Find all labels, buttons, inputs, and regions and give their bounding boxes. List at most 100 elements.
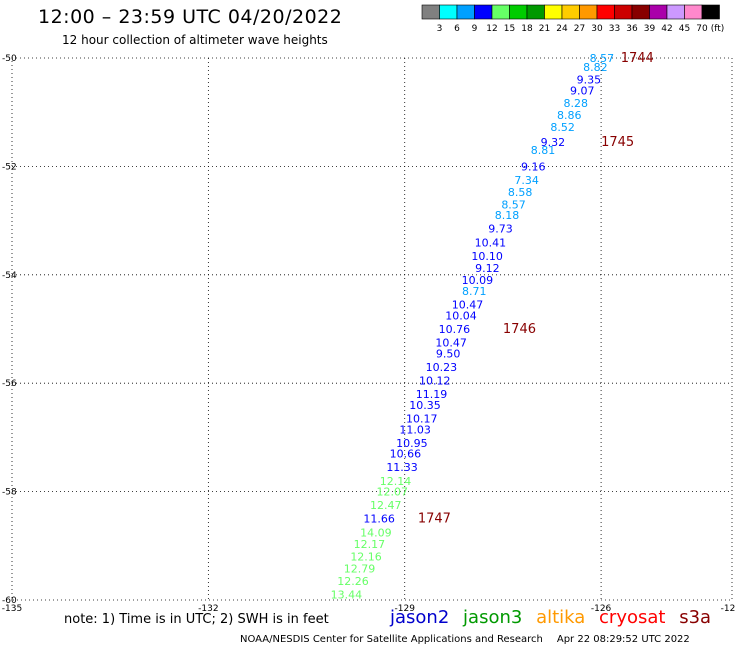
colorbar-swatch bbox=[491, 4, 510, 20]
swh-point: 10.10 bbox=[471, 250, 503, 263]
swh-point: 13.44 bbox=[331, 589, 363, 602]
axis-tick-labels: -135-132-129-126-123-12-50-52-54-56-58-6… bbox=[2, 54, 736, 614]
swh-point: 12.26 bbox=[337, 575, 369, 588]
colorbar-swatch bbox=[439, 4, 458, 20]
legend-cryosat: cryosat bbox=[599, 607, 666, 628]
colorbar-label: 36 bbox=[626, 24, 638, 34]
colorbar-label: 70 bbox=[696, 24, 708, 34]
swh-point: 10.35 bbox=[409, 399, 441, 412]
colorbar-label: 39 bbox=[644, 24, 656, 34]
y-tick-label: -58 bbox=[2, 488, 17, 498]
colorbar-legend: 3 6 9 12 15 18 21 24 27 30 33 36 39 42 45 70 (ft) bbox=[421, 4, 724, 34]
colorbar-swatch bbox=[631, 4, 650, 20]
colorbar-swatch bbox=[456, 4, 475, 20]
x-tick-label: -135 bbox=[2, 604, 22, 614]
time-label: 1744 bbox=[621, 51, 654, 66]
swh-point: 9.35 bbox=[577, 74, 602, 87]
swh-point: 11.03 bbox=[399, 423, 431, 436]
swh-point: 10.17 bbox=[406, 412, 438, 425]
plot-frame bbox=[11, 57, 733, 601]
swh-point: 11.66 bbox=[363, 513, 395, 526]
colorbar-swatch bbox=[509, 4, 528, 20]
x-tick-label: -132 bbox=[198, 604, 218, 614]
colorbar-swatch bbox=[596, 4, 615, 20]
colorbar-label: 27 bbox=[574, 24, 585, 34]
colorbar-label: 15 bbox=[504, 24, 515, 34]
swh-point: 12.16 bbox=[350, 551, 382, 564]
swh-point: 8.82 bbox=[583, 61, 608, 74]
colorbar-swatch bbox=[614, 4, 633, 20]
colorbar-swatch bbox=[649, 4, 668, 20]
swh-point: 8.81 bbox=[531, 144, 556, 157]
colorbar-label: 42 bbox=[661, 24, 672, 34]
colorbar-label: 9 bbox=[472, 24, 478, 34]
y-tick-label: -60 bbox=[2, 596, 17, 606]
swh-point: 8.18 bbox=[495, 209, 520, 222]
swh-point: 10.09 bbox=[462, 274, 494, 287]
colorbar-label: 6 bbox=[454, 24, 460, 34]
swh-point: 11.33 bbox=[386, 461, 418, 474]
time-label: 1747 bbox=[418, 512, 451, 527]
swh-point: 10.66 bbox=[390, 448, 422, 461]
x-tick-label: -129 bbox=[395, 604, 416, 614]
swh-point: 7.34 bbox=[514, 174, 539, 187]
colorbar-swatch bbox=[561, 4, 580, 20]
colorbar-label: 12 bbox=[486, 24, 497, 34]
swh-point: 10.04 bbox=[445, 309, 477, 322]
colorbar-swatch bbox=[701, 4, 720, 20]
swh-point: 8.58 bbox=[508, 186, 533, 199]
swh-point: 10.23 bbox=[426, 361, 458, 374]
legend-altika: altika bbox=[536, 607, 586, 628]
swh-points: 8.578.829.359.078.288.868.529.328.819.16… bbox=[331, 52, 615, 602]
swh-point: 9.50 bbox=[436, 347, 461, 360]
swh-point: 9.12 bbox=[475, 262, 500, 275]
swh-point: 8.71 bbox=[462, 285, 487, 298]
swh-point: 12.79 bbox=[344, 563, 376, 576]
y-tick-label: -52 bbox=[2, 162, 17, 172]
swh-point: 10.12 bbox=[419, 374, 451, 387]
y-tick-label: -54 bbox=[2, 271, 17, 281]
swh-point: 9.16 bbox=[521, 160, 546, 173]
colorbar-label: 30 bbox=[591, 24, 603, 34]
colorbar-swatch bbox=[526, 4, 545, 20]
time-label: 1746 bbox=[503, 322, 536, 337]
colorbar-swatch bbox=[421, 4, 440, 20]
swh-point: 8.52 bbox=[550, 121, 575, 134]
satellite-legend: jason2 jason3 altika cryosat s3a bbox=[390, 607, 719, 628]
footnote: note: 1) Time is in UTC; 2) SWH is in fe… bbox=[64, 612, 329, 627]
swh-point: 10.95 bbox=[396, 437, 428, 450]
swh-point: 9.32 bbox=[541, 136, 566, 149]
swh-point: 12.14 bbox=[380, 475, 412, 488]
credit-line: NOAA/NESDIS Center for Satellite Applica… bbox=[240, 634, 690, 645]
y-tick-label: -50 bbox=[2, 54, 17, 64]
swh-point: 10.41 bbox=[475, 236, 507, 249]
time-labels: 1744 1745 1746 1747 bbox=[418, 51, 654, 527]
colorbar-label: 24 bbox=[556, 24, 568, 34]
swh-point: 9.73 bbox=[488, 223, 513, 236]
colorbar-label: 18 bbox=[521, 24, 533, 34]
time-label: 1745 bbox=[601, 135, 634, 150]
colorbar-label: 45 bbox=[679, 24, 690, 34]
legend-jason2: jason2 bbox=[390, 607, 450, 628]
plot-grid bbox=[11, 57, 733, 601]
swh-point: 12.47 bbox=[370, 499, 402, 512]
generated-timestamp: Apr 22 08:29:52 UTC 2022 bbox=[556, 634, 690, 645]
colorbar-label: 21 bbox=[539, 24, 550, 34]
legend-jason3: jason3 bbox=[463, 607, 523, 628]
colorbar-swatch bbox=[544, 4, 563, 20]
x-tick-label: -126 bbox=[591, 604, 612, 614]
legend-s3a: s3a bbox=[679, 607, 712, 628]
swh-point: 8.86 bbox=[557, 109, 582, 122]
swh-point: 8.57 bbox=[590, 52, 615, 65]
swh-point: 12.07 bbox=[377, 486, 409, 499]
swh-point: 8.28 bbox=[564, 97, 589, 110]
swh-point: 10.76 bbox=[439, 323, 471, 336]
credit-text: NOAA/NESDIS Center for Satellite Applica… bbox=[240, 634, 543, 645]
swh-point: 8.57 bbox=[501, 198, 526, 211]
swh-point: 12.17 bbox=[354, 538, 386, 551]
swh-point: 9.07 bbox=[570, 85, 595, 98]
chart-title: 12:00 – 23:59 UTC 04/20/2022 bbox=[38, 6, 343, 28]
colorbar-swatch bbox=[474, 4, 493, 20]
chart-subtitle: 12 hour collection of altimeter wave hei… bbox=[62, 33, 328, 47]
